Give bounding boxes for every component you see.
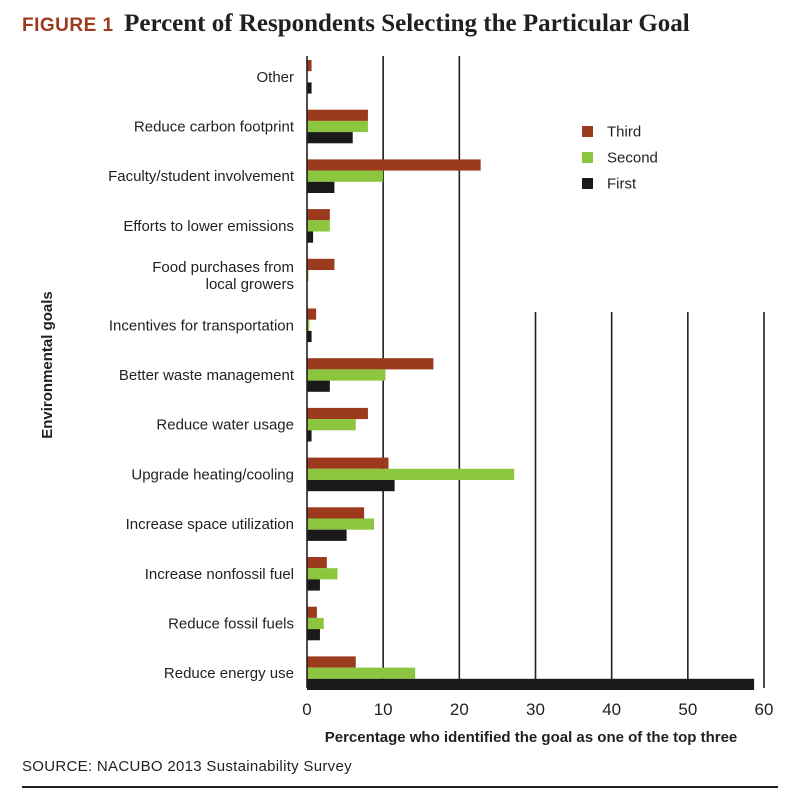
bar-third-12 [307,656,356,668]
category-label-4-line-1: local growers [206,276,294,293]
bar-second-8 [307,468,515,480]
category-label-2: Faculty/student involvement [108,168,295,185]
x-tick-label-20: 20 [450,700,469,719]
legend-swatch-third [582,126,593,137]
category-label-10: Increase nonfossil fuel [145,566,294,583]
category-label-8: Upgrade heating/cooling [131,466,294,483]
category-label-11: Reduce fossil fuels [168,616,294,633]
x-tick-label-60: 60 [755,700,774,719]
bar-third-6 [307,358,434,370]
category-label-0: Other [256,69,294,86]
bar-chart: Other Reduce carbon footprint Faculty/stud… [39,56,774,746]
bar-third-5 [307,308,317,320]
bar-second-11 [307,617,324,630]
bar-third-4 [307,258,335,270]
x-axis-label: Percentage who identified the goal as on… [325,729,738,746]
bar-first-1 [307,132,353,144]
x-tick-label-30: 30 [526,700,545,719]
category-label-1: Reduce carbon footprint [134,119,295,136]
bar-third-9 [307,507,365,519]
bar-third-2 [307,159,481,171]
category-label-12: Reduce energy use [164,665,294,682]
bar-second-3 [307,220,330,232]
bar-third-11 [307,606,317,618]
bar-third-7 [307,407,368,420]
bar-first-8 [307,480,395,492]
bar-first-3 [307,231,314,243]
bar-second-9 [307,518,375,530]
bar-first-2 [307,181,335,193]
x-tick-label-0: 0 [302,700,311,719]
bar-first-0 [307,82,312,94]
y-axis-label: Environmental goals [39,291,56,439]
category-label-4-line-0: Food purchases from [152,259,294,276]
legend-label-first: First [607,176,637,193]
source-note: SOURCE: NACUBO 2013 Sustainability Surve… [22,758,352,775]
chart-title: Percent of Respondents Selecting the Par… [124,10,690,37]
bar-third-3 [307,209,330,221]
legend-swatch-first [582,178,593,189]
bar-first-6 [307,380,330,392]
bar-second-7 [307,419,356,431]
bar-second-10 [307,568,338,580]
figure-label: FIGURE 1 [22,15,114,36]
category-label-5: Incentives for transportation [109,317,294,334]
figure-title: FIGURE 1 Percent of Respondents Selectin… [22,10,690,38]
category-label-7: Reduce water usage [156,417,294,434]
bar-third-0 [307,60,312,72]
legend-label-second: Second [607,150,658,167]
bar-third-10 [307,557,327,569]
category-label-9: Increase space utilization [126,516,294,533]
bottom-rule [22,786,778,788]
category-label-3: Efforts to lower emissions [123,218,294,235]
bar-third-8 [307,457,389,469]
bar-third-1 [307,109,368,121]
bar-first-7 [307,430,312,442]
category-label-6: Better waste management [119,367,295,384]
bar-second-12 [307,667,416,679]
bar-second-6 [307,369,386,381]
bar-first-12 [307,678,755,690]
bar-second-1 [307,120,368,133]
bar-first-5 [307,330,312,343]
bar-first-10 [307,579,320,591]
x-tick-label-40: 40 [602,700,621,719]
bar-first-9 [307,529,347,541]
legend-swatch-second [582,152,593,163]
bar-second-2 [307,170,384,182]
legend-label-third: Third [607,124,641,141]
bar-first-11 [307,629,320,641]
bar-second-5 [307,319,310,331]
x-tick-label-10: 10 [374,700,393,719]
x-tick-label-50: 50 [678,700,697,719]
